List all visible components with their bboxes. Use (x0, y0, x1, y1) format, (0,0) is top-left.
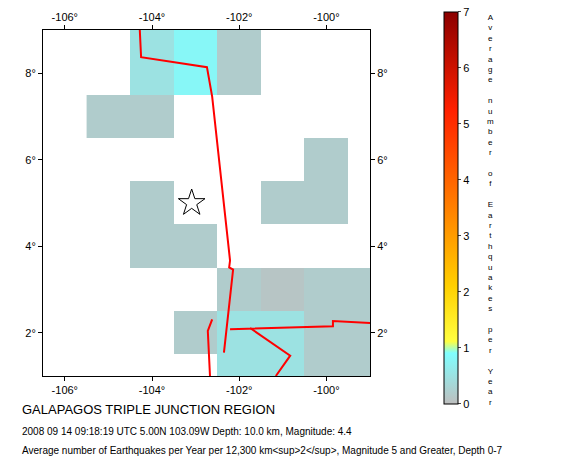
svg-text:Average number of Earthquakes: Average number of Earthquakes per Year (487, 13, 494, 407)
svg-text:4°: 4° (25, 240, 36, 252)
svg-text:GALAPAGOS TRIPLE JUNCTION REGI: GALAPAGOS TRIPLE JUNCTION REGION (22, 402, 275, 417)
svg-text:6°: 6° (377, 154, 388, 166)
svg-text:7: 7 (463, 6, 469, 18)
svg-text:1: 1 (463, 342, 469, 354)
svg-text:-100°: -100° (313, 11, 339, 23)
svg-text:4: 4 (463, 174, 469, 186)
svg-text:-100°: -100° (313, 384, 339, 396)
svg-text:Average number of Earthquakes: Average number of Earthquakes per Year p… (22, 445, 503, 456)
svg-text:2: 2 (463, 286, 469, 298)
svg-text:-102°: -102° (226, 384, 252, 396)
svg-text:2008 09 14 09:18:19 UTC 5.00N: 2008 09 14 09:18:19 UTC 5.00N 103.09W De… (22, 426, 352, 437)
svg-text:4°: 4° (377, 240, 388, 252)
svg-text:8°: 8° (377, 67, 388, 79)
svg-text:0: 0 (463, 398, 469, 410)
svg-text:-104°: -104° (139, 11, 165, 23)
svg-text:-104°: -104° (139, 384, 165, 396)
svg-text:-106°: -106° (52, 384, 78, 396)
svg-text:8°: 8° (25, 67, 36, 79)
svg-text:-106°: -106° (52, 11, 78, 23)
svg-text:-102°: -102° (226, 11, 252, 23)
svg-text:6: 6 (463, 62, 469, 74)
svg-text:2°: 2° (377, 327, 388, 339)
svg-text:2°: 2° (25, 327, 36, 339)
svg-text:6°: 6° (25, 154, 36, 166)
svg-text:3: 3 (463, 230, 469, 242)
svg-text:5: 5 (463, 118, 469, 130)
